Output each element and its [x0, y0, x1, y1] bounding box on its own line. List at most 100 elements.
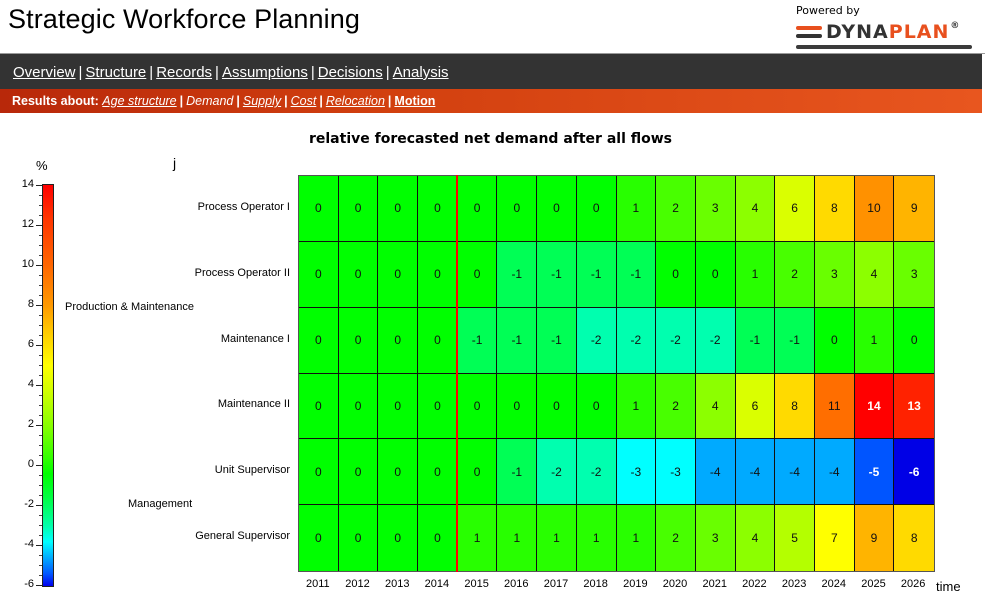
group-label-management: Management: [128, 498, 193, 510]
heatmap-cell: 1: [616, 505, 657, 571]
colorbar-minor-tick: [39, 415, 42, 416]
heatmap-cell: -2: [656, 307, 696, 374]
heatmap-cell: 1: [537, 505, 577, 571]
colorbar-minor-tick: [39, 215, 42, 216]
chart-title: relative forecasted net demand after all…: [308, 131, 673, 147]
nav-decisions[interactable]: Decisions: [317, 64, 383, 81]
heatmap-cell: 0: [457, 373, 498, 440]
colorbar-major-tick: [36, 265, 42, 266]
heatmap-cell: 1: [497, 505, 538, 571]
x-tick-label: 2021: [702, 578, 727, 590]
heatmap-cell: 6: [735, 373, 776, 440]
heatmap-cell: 0: [497, 373, 538, 440]
colorbar-minor-tick: [39, 555, 42, 556]
subnav-motion[interactable]: Motion: [394, 94, 436, 108]
x-tick-label: 2020: [662, 578, 688, 590]
heatmap-cell: -2: [695, 307, 736, 374]
heatmap-cell: 0: [338, 307, 379, 374]
heatmap-cell: -4: [695, 439, 736, 506]
heatmap-cell: 1: [854, 307, 895, 374]
app-title: Strategic Workforce Planning: [8, 4, 360, 34]
heatmap-cell: 9: [894, 176, 934, 242]
heatmap-cell: 6: [775, 176, 815, 242]
heatmap-cell: 0: [378, 176, 419, 242]
heatmap-cell: 1: [457, 505, 498, 571]
subnav-demand-current: Demand: [186, 94, 234, 108]
heatmap-cell: -1: [497, 307, 538, 374]
colorbar-minor-tick: [39, 575, 42, 576]
heatmap-cell: -2: [616, 307, 657, 374]
colorbar-minor-tick: [39, 565, 42, 566]
colorbar-tick-label: 8: [27, 298, 34, 310]
colorbar-minor-tick: [39, 405, 42, 406]
nav-records[interactable]: Records: [156, 64, 213, 81]
colorbar-minor-tick: [39, 515, 42, 516]
colorbar-minor-tick: [39, 525, 42, 526]
x-tick-label: 2024: [821, 578, 847, 590]
heatmap-cell: 2: [656, 373, 696, 440]
colorbar-minor-tick: [39, 435, 42, 436]
colorbar-unit-label: %: [36, 158, 48, 173]
heatmap-cell: 0: [378, 307, 419, 374]
colorbar-minor-tick: [39, 335, 42, 336]
heatmap-cell: 0: [338, 373, 379, 440]
colorbar-tick-label: -2: [24, 498, 34, 510]
heatmap-cell: 0: [378, 505, 419, 571]
nav-structure[interactable]: Structure: [85, 64, 147, 81]
colorbar-minor-tick: [39, 205, 42, 206]
colorbar-minor-tick: [39, 495, 42, 496]
heatmap-cell: -5: [854, 439, 895, 506]
heatmap-cell: 13: [894, 373, 934, 440]
heatmap-cell: 1: [735, 241, 776, 308]
heatmap-cell: 0: [814, 307, 855, 374]
colorbar-major-tick: [36, 425, 42, 426]
colorbar-tick-label: 0: [27, 458, 34, 470]
colorbar-minor-tick: [39, 535, 42, 536]
heatmap-cell: 0: [418, 505, 458, 571]
heatmap-cell: -1: [537, 307, 577, 374]
colorbar-tick-label: -4: [24, 538, 34, 550]
heatmap-cell: 0: [378, 373, 419, 440]
row-label: Maintenance II: [217, 398, 290, 411]
row-label: General Supervisor: [195, 530, 290, 543]
heatmap-cell: 4: [695, 373, 736, 440]
colorbar-major-tick: [36, 545, 42, 546]
heatmap-cell: 0: [338, 176, 379, 242]
nav-overview[interactable]: Overview: [13, 64, 76, 81]
heatmap-cell: 0: [695, 241, 736, 308]
wave-logo-icon: [796, 21, 822, 43]
subnav-supply[interactable]: Supply: [242, 94, 282, 108]
colorbar-tick-label: 12: [21, 218, 34, 230]
colorbar-minor-tick: [39, 475, 42, 476]
heatmap-cell: 0: [894, 307, 934, 374]
x-tick-label: 2023: [781, 578, 807, 590]
heatmap-cell: -2: [576, 439, 617, 506]
x-tick-label: 2013: [384, 578, 410, 590]
heatmap-cell: -1: [576, 241, 617, 308]
x-tick-label: 2019: [623, 578, 648, 590]
heatmap-cell: 1: [576, 505, 617, 571]
heatmap-cell: 14: [854, 373, 895, 440]
heatmap-grid: 0 0 0 0 0 0 0 0 1 2 3 4 6 8 10 9 0 0 0 0 0 -1 -1 -1 -1 0 0 1 2 3 4 3 0 0 0…: [298, 175, 935, 572]
subnav-age-structure[interactable]: Age structure: [102, 94, 177, 108]
nav-assumptions[interactable]: Assumptions: [221, 64, 308, 81]
heatmap-cell: 0: [418, 373, 458, 440]
subnav-cost[interactable]: Cost: [290, 94, 317, 108]
nav-analysis[interactable]: Analysis: [392, 64, 449, 81]
heatmap-cell: -1: [735, 307, 776, 374]
colorbar-minor-tick: [39, 355, 42, 356]
heatmap-cell: 1: [616, 373, 657, 440]
heatmap-cell: 0: [299, 307, 339, 374]
forecast-start-divider: [456, 175, 458, 572]
heatmap-cell: -3: [656, 439, 696, 506]
heatmap-cell: 4: [735, 505, 776, 571]
heatmap-cell: -2: [537, 439, 577, 506]
heatmap-cell: 8: [894, 505, 934, 571]
heatmap-cell: 3: [894, 241, 934, 308]
heatmap-cell: 0: [378, 439, 419, 506]
heatmap-cell: 0: [576, 176, 617, 242]
subnav-relocation[interactable]: Relocation: [325, 94, 385, 108]
x-axis-labels: 2011 2012 2013 2014 2015 2016 2017 2018 2019 2020…: [298, 578, 933, 590]
colorbar-minor-tick: [39, 485, 42, 486]
heatmap-cell: 0: [656, 241, 696, 308]
